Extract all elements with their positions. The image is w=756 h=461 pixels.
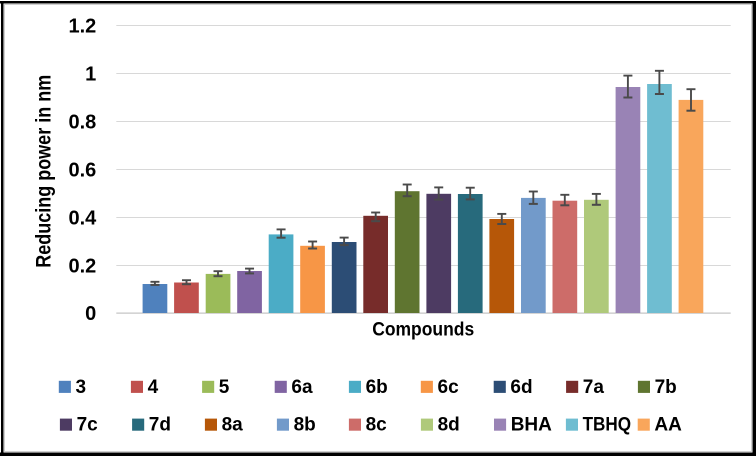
svg-text:3: 3 xyxy=(76,377,87,398)
svg-text:7d: 7d xyxy=(149,415,171,436)
svg-text:6c: 6c xyxy=(438,377,460,398)
svg-text:0.6: 0.6 xyxy=(68,160,96,182)
svg-text:Reducing power in nm: Reducing power in nm xyxy=(32,75,56,268)
svg-text:0.2: 0.2 xyxy=(68,256,96,278)
svg-text:AA: AA xyxy=(654,415,682,436)
svg-text:6a: 6a xyxy=(291,377,313,398)
svg-text:5: 5 xyxy=(219,377,230,398)
svg-text:8d: 8d xyxy=(438,415,460,436)
svg-text:6d: 6d xyxy=(510,377,532,398)
svg-text:8a: 8a xyxy=(222,415,244,436)
svg-text:7a: 7a xyxy=(583,377,605,398)
svg-text:0: 0 xyxy=(85,303,96,325)
svg-text:BHA: BHA xyxy=(511,415,552,436)
svg-text:TBHQ: TBHQ xyxy=(583,415,632,436)
svg-text:7b: 7b xyxy=(655,377,677,398)
svg-text:0.8: 0.8 xyxy=(68,112,96,134)
svg-text:6b: 6b xyxy=(366,377,388,398)
svg-text:8b: 8b xyxy=(294,415,316,436)
svg-text:7c: 7c xyxy=(77,415,99,436)
svg-text:1: 1 xyxy=(85,64,96,86)
svg-text:1.2: 1.2 xyxy=(68,16,96,38)
svg-text:0.4: 0.4 xyxy=(68,208,97,230)
svg-text:Compounds: Compounds xyxy=(372,320,474,341)
svg-text:4: 4 xyxy=(148,377,159,398)
svg-text:8c: 8c xyxy=(366,415,388,436)
